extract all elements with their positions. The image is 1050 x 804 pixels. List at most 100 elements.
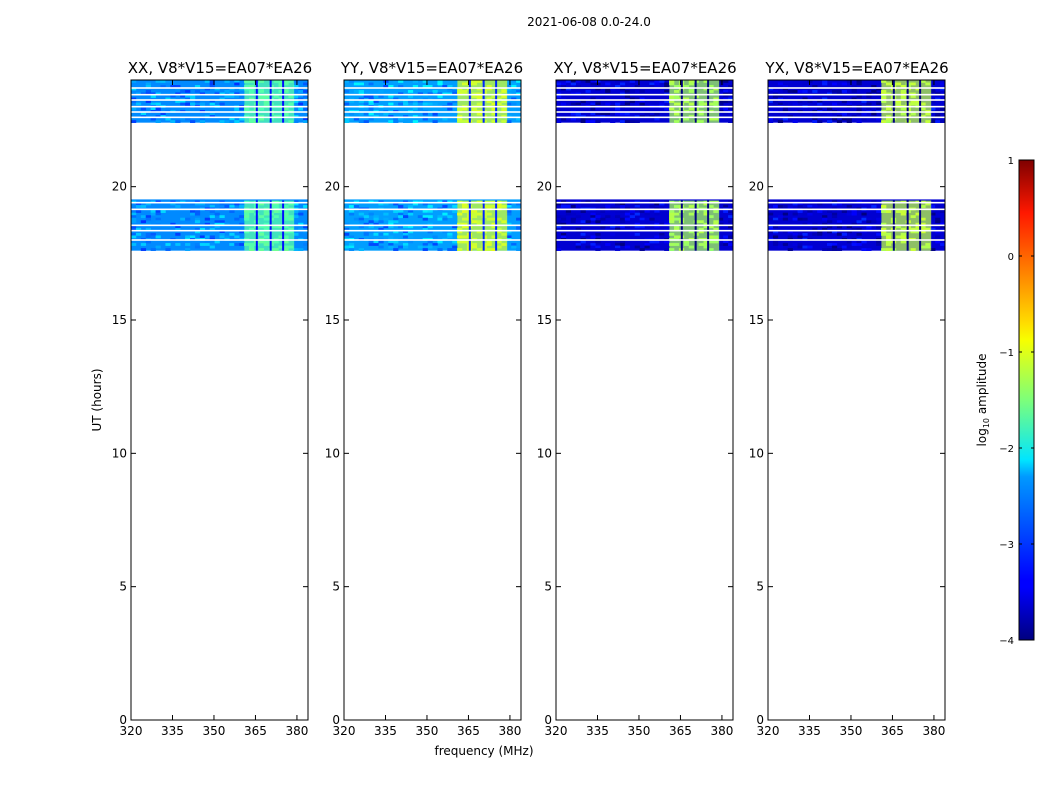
panel-yy: YY, V8*V15=EA07*EA26 320 335 350 365 380 0 5 10… — [325, 59, 523, 738]
spectrum-cell — [368, 220, 374, 224]
flagged-row — [768, 99, 945, 101]
spectrum-cell — [388, 240, 394, 244]
spectrum-cell — [615, 245, 621, 249]
spectrum-cell — [605, 205, 611, 208]
spectrum-cell — [234, 120, 240, 123]
spectrum-cell — [442, 205, 448, 208]
spectrum-cell — [393, 230, 399, 234]
spectrum-cell — [348, 205, 355, 208]
spectrum-cell — [560, 87, 567, 91]
spectrum-cell — [876, 243, 882, 246]
spectrum-cell — [585, 235, 591, 239]
spectrum-cell — [841, 245, 847, 249]
spectrum-cell — [224, 235, 230, 239]
spectrum-cell — [565, 80, 572, 83]
spectrum-cell — [353, 202, 360, 206]
spectrum-cell — [940, 210, 946, 213]
spectrum-cell — [659, 202, 665, 206]
spectrum-cell — [802, 100, 808, 103]
spectrum-cell — [363, 215, 369, 219]
panel-title: XY, V8*V15=EA07*EA26 — [553, 59, 736, 77]
spectrum-cell — [846, 230, 852, 234]
spectrum-cell — [866, 220, 872, 224]
spectrum-cell — [131, 80, 137, 83]
spectrum-cell — [190, 95, 196, 98]
spectrum-cell — [368, 112, 374, 116]
spectrum-cell — [224, 95, 230, 98]
spectrum-cell — [797, 205, 803, 208]
axes-frame — [343, 79, 522, 721]
spectrum-cell — [219, 120, 225, 123]
spectrum-cell — [629, 107, 635, 111]
spectrum-cell — [723, 80, 729, 83]
spectrum-cell — [358, 217, 364, 221]
spectrum-cell — [930, 205, 936, 208]
spectrum-cell — [768, 200, 774, 203]
spectrum-cell — [846, 205, 852, 208]
spectrum-cell — [199, 200, 206, 203]
spectrum-cell — [368, 240, 374, 244]
spectrum-cell — [194, 217, 201, 221]
spectrum-cell — [209, 205, 215, 208]
spectrum-cell — [135, 202, 142, 206]
spectrum-cell — [506, 212, 512, 216]
plot-area — [344, 80, 521, 720]
spectrum-cell — [348, 80, 355, 83]
spectrum-cell — [585, 95, 591, 98]
spectrum-cell — [214, 87, 220, 91]
spectrum-cell — [358, 225, 364, 229]
spectrum-cell — [836, 232, 843, 236]
spectrum-cell — [190, 120, 196, 123]
flagged-row — [556, 105, 733, 108]
spectrum-cell — [861, 100, 867, 103]
spectrum-cell — [344, 102, 350, 106]
spectrum-cell — [615, 112, 621, 116]
spectrum-cell — [506, 85, 512, 88]
spectrum-cell — [930, 82, 936, 86]
spectrum-cell — [373, 217, 379, 221]
spectrum-cell — [876, 107, 882, 111]
spectrum-cell — [209, 232, 215, 236]
spectrum-cell — [185, 217, 191, 221]
spectrum-cell — [145, 227, 151, 231]
colorbar-gradient — [1018, 159, 1035, 641]
spectrum-cell — [634, 87, 640, 91]
spectrum-cell — [219, 220, 225, 224]
spectrum-cell — [570, 117, 576, 121]
spectrum-cell — [204, 240, 210, 244]
spectrum-cell — [368, 212, 374, 216]
spectrum-cell — [407, 100, 414, 103]
spectrum-cell — [412, 85, 419, 88]
spectrum-cell — [570, 102, 576, 106]
spectrum-cell — [723, 100, 729, 103]
spectrum-cell — [155, 200, 161, 203]
spectrum-cell — [831, 102, 838, 106]
flagged-row — [131, 87, 308, 89]
spectrum-cell — [841, 100, 847, 103]
x-tick-label: 320 — [757, 724, 780, 738]
spectrum-cell — [131, 220, 137, 224]
spectrum-cell — [393, 120, 399, 123]
spectrum-cell — [155, 80, 161, 83]
flagged-row — [344, 87, 521, 89]
y-tick-label: 0 — [332, 713, 340, 727]
spectrum-cell — [388, 120, 394, 123]
spectrum-cell — [219, 97, 225, 101]
spectrum-cell — [866, 95, 872, 98]
spectrum-cell — [807, 212, 813, 216]
spectrum-cell — [836, 90, 843, 93]
spectrum-cell — [940, 82, 946, 86]
spectrum-cell — [378, 95, 384, 98]
spectrum-cell — [768, 100, 774, 103]
spectrum-cell — [580, 120, 586, 123]
spectrum-cell — [876, 87, 882, 91]
spectrum-cell — [412, 120, 419, 123]
band-gap — [707, 80, 710, 123]
spectrum-cell — [841, 112, 847, 116]
spectrum-cell — [595, 248, 601, 251]
spectrum-cell — [190, 97, 196, 101]
flagged-row — [768, 87, 945, 89]
spectrum-cell — [417, 245, 423, 249]
panel-title: YY, V8*V15=EA07*EA26 — [340, 59, 523, 77]
spectrum-cell — [575, 205, 581, 208]
